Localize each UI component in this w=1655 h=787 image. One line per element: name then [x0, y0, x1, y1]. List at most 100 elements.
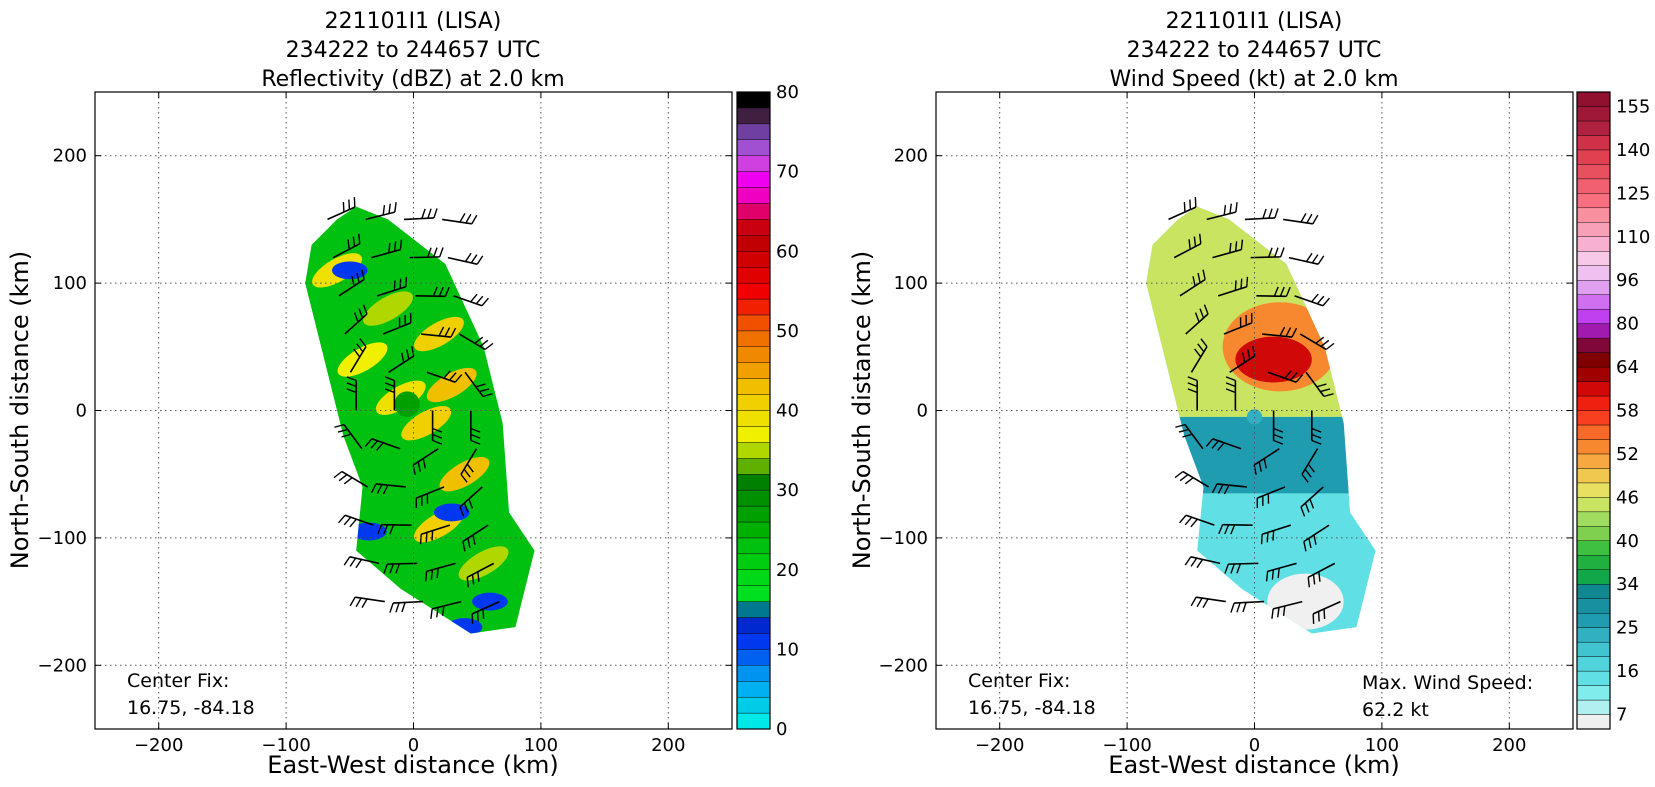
colorbar-segment: [1576, 714, 1611, 730]
wind-barb: [1272, 410, 1284, 445]
x-tick-label: 200: [1492, 735, 1526, 756]
wind-barb: [384, 376, 396, 411]
center-fix-label: Center Fix:: [968, 670, 1070, 692]
wind-barb: [458, 333, 494, 351]
wind-barb: [442, 213, 478, 225]
colorbar-segment: [1576, 366, 1611, 382]
wind-barb: [1224, 562, 1259, 574]
colorbar-segment: [736, 251, 771, 268]
wind-barb: [371, 239, 403, 259]
colorbar-tick-label: 60: [776, 241, 799, 262]
colorbar-segment: [1576, 584, 1611, 599]
wind-barb: [1300, 486, 1324, 517]
colorbar-segment: [1576, 135, 1611, 151]
colorbar-segment: [736, 378, 771, 395]
colorbar-segment: [736, 458, 771, 475]
title-line-2: 234222 to 244657 UTC: [1127, 38, 1382, 63]
colorbar-tick-label: 110: [1616, 227, 1650, 248]
y-tick-label: −100: [38, 528, 87, 549]
colorbar-segment: [1576, 222, 1611, 237]
wind-barb: [344, 304, 368, 335]
colorbar-segment: [1576, 685, 1611, 701]
wind-barb: [376, 276, 408, 297]
colorbar-tick-label: 52: [1616, 444, 1639, 465]
colorbar-segment: [736, 266, 771, 284]
wind-barb: [403, 208, 438, 221]
center-fix-label: Center Fix:: [127, 670, 229, 692]
wind-barb: [332, 233, 361, 259]
y-tick-label: 0: [917, 401, 928, 422]
colorbar-tick-label: 58: [1616, 401, 1639, 422]
wind-barb: [382, 312, 412, 335]
x-tick-label: 0: [408, 735, 419, 756]
colorbar-tick-label: 64: [1616, 357, 1639, 378]
center-fix-value: 16.75, -84.18: [127, 697, 255, 719]
reflectivity-cell: [363, 291, 413, 326]
colorbar-segment: [1576, 91, 1611, 107]
colorbar-segment: [1576, 193, 1611, 209]
colorbar-segment: [1576, 308, 1611, 324]
colorbar-segment: [1576, 424, 1611, 440]
colorbar-segment: [736, 474, 771, 491]
colorbar-segment: [1576, 656, 1611, 672]
wind-barbs: [1168, 197, 1341, 624]
x-tick-label: 100: [524, 735, 558, 756]
wind-barb: [1179, 269, 1206, 297]
wind-barb: [1267, 370, 1304, 383]
x-tick-label: 200: [651, 735, 685, 756]
colorbar-segment: [736, 489, 771, 507]
wind-barb: [349, 338, 367, 373]
colorbar-segment: [736, 410, 771, 427]
colorbar-segment: [1576, 555, 1611, 570]
colorbar-segment: [1576, 670, 1611, 686]
wind-barb: [1294, 293, 1330, 307]
colorbar-segment: [1576, 280, 1611, 295]
wind-barb: [1311, 410, 1322, 445]
colorbar-segment: [1576, 120, 1611, 136]
wind-barb: [388, 345, 415, 373]
wind-barb: [1184, 556, 1221, 569]
colorbar-segment: [1576, 395, 1611, 411]
wind-barb: [1218, 523, 1253, 535]
wind-barb: [1229, 345, 1256, 373]
colorbar-segment: [1576, 468, 1611, 484]
colorbar-segment: [736, 394, 771, 411]
colorbar-tick-label: 50: [776, 321, 799, 342]
colorbar-segment: [1576, 598, 1611, 614]
y-tick-label: −200: [38, 655, 87, 676]
wind-barb: [1271, 600, 1303, 619]
x-tick-label: 100: [1365, 735, 1399, 756]
wind-barb: [421, 326, 457, 338]
colorbar-segment: [1576, 511, 1611, 527]
reflectivity-plot-area: −200 −100 0 100 200 −200 −100 0 100 200 Center F…: [38, 91, 733, 756]
y-tick-label: −200: [879, 655, 928, 676]
wind-barb: [1256, 286, 1291, 298]
title-line-3: Reflectivity (dBZ) at 2.0 km: [261, 67, 564, 92]
colorbar-segment: [1576, 265, 1611, 281]
wind-barb: [1185, 304, 1209, 335]
x-axis-label: East-West distance (km): [1108, 751, 1399, 779]
colorbar-tick-label: 7: [1616, 705, 1627, 726]
low-reflectivity-cell: [472, 592, 508, 611]
colorbar-segment: [1576, 164, 1611, 180]
colorbar-tick-label: 25: [1616, 618, 1639, 639]
wind-barb: [1225, 376, 1237, 411]
wind-barb: [1206, 202, 1238, 221]
colorbar-segment: [1576, 178, 1611, 194]
wind-barb: [430, 600, 462, 619]
colorbar-segment: [1576, 627, 1611, 643]
wind-barb: [1212, 239, 1244, 259]
wind-barb: [1175, 423, 1204, 450]
max-wind-value: 62.2 kt: [1362, 699, 1429, 721]
wind-barb: [453, 293, 489, 307]
x-tick-label: −200: [134, 735, 183, 756]
colorbar-tick-label: 34: [1616, 574, 1639, 595]
colorbar-tick-label: 16: [1616, 661, 1639, 682]
x-tick-labels: −200 −100 0 100 200: [134, 92, 685, 756]
wind-barb: [459, 486, 483, 517]
wind-barb: [1250, 247, 1285, 259]
grid-lines: [936, 92, 1573, 729]
reflectivity-panel: 221101I1 (LISA) 234222 to 244657 UTC Ref…: [6, 9, 799, 779]
reflectivity-cell: [458, 546, 509, 581]
